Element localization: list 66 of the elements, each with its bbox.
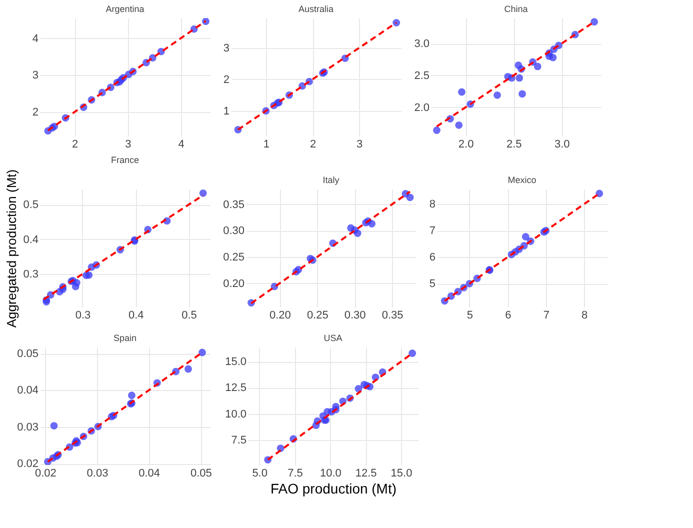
x-tick-label: 5 [466,310,474,322]
y-tick-label: 6 [429,252,436,264]
y-tick-label: 2.5 [414,70,430,82]
x-tick-label: 2.5 [506,138,522,150]
x-tick-label: 3.0 [554,138,570,150]
x-tick-label: 0.03 [86,468,108,480]
chart-title: China [504,4,528,14]
x-tick-label: 2 [310,138,316,150]
x-tick-label: 7 [543,310,550,322]
x-tick-label: 4 [178,138,184,150]
x-tick-label: 0.30 [344,310,366,322]
y-tick-label: 0.03 [17,421,38,434]
x-tick-label: 8 [582,310,588,322]
y-axis-title: Aggregated production (Mt) [4,169,20,328]
y-tick-label: 3 [223,42,230,54]
x-tick-label: 0.5 [182,310,197,322]
x-tick-label: 2 [72,138,78,150]
x-tick-label: 0.04 [138,468,160,480]
chart-title: Italy [322,175,340,185]
chart-title: Mexico [508,175,536,185]
y-tick-label: 2 [32,106,38,119]
x-tick-label: 0.35 [382,310,404,322]
x-tick-label: 7.5 [288,468,303,480]
y-tick-label: 7 [429,225,436,238]
x-axis-title: FAO production (Mt) [270,480,397,496]
y-tick-label: 15.0 [225,356,246,368]
x-tick-label: 12.5 [355,468,377,480]
y-tick-label: 3 [32,70,38,82]
y-tick-label: 0.4 [23,234,38,246]
x-tick-label: 3 [356,138,363,150]
chart-title: France [110,154,140,165]
x-tick-label: 5.0 [252,468,268,480]
y-tick-label: 0.05 [17,348,38,360]
y-tick-label: 0.20 [223,278,244,290]
y-tick-label: 0.04 [17,384,38,397]
x-tick-label: 6 [505,310,512,322]
y-tick-label: 0.35 [223,198,244,211]
y-tick-label: 10.0 [225,408,246,420]
y-tick-label: 8 [429,198,436,211]
x-tick-label: 0.05 [190,468,212,480]
x-tick-label: 15.0 [390,468,412,480]
x-tick-label: 0.4 [128,310,144,322]
y-tick-label: 1 [223,105,230,118]
y-tick-label: 0.25 [223,251,244,264]
chart-title: Australia [298,4,334,14]
y-tick-label: 0.5 [23,199,38,212]
x-tick-label: 1 [263,138,270,150]
chart-title: USA [324,333,342,343]
y-tick-label: 7.5 [231,434,246,446]
y-tick-label: 3.0 [414,38,430,50]
chart-title: Spain [113,333,137,343]
x-tick-label: 0.25 [306,310,328,322]
chart-title: Argentina [106,4,144,14]
y-tick-label: 12.5 [225,382,246,394]
y-tick-label: 2.0 [414,102,430,114]
y-tick-label: 0.3 [23,268,38,281]
x-tick-label: 2.0 [458,138,474,150]
x-tick-label: 3 [125,138,132,150]
y-tick-label: 0.02 [17,458,38,470]
x-tick-label: 0.20 [269,310,291,322]
y-tick-label: 0.30 [223,225,244,238]
y-tick-label: 4 [32,32,38,45]
x-tick-label: 10.0 [320,468,342,480]
y-tick-label: 5 [429,278,436,290]
x-tick-label: 0.3 [75,310,91,322]
y-tick-label: 2 [223,74,230,86]
